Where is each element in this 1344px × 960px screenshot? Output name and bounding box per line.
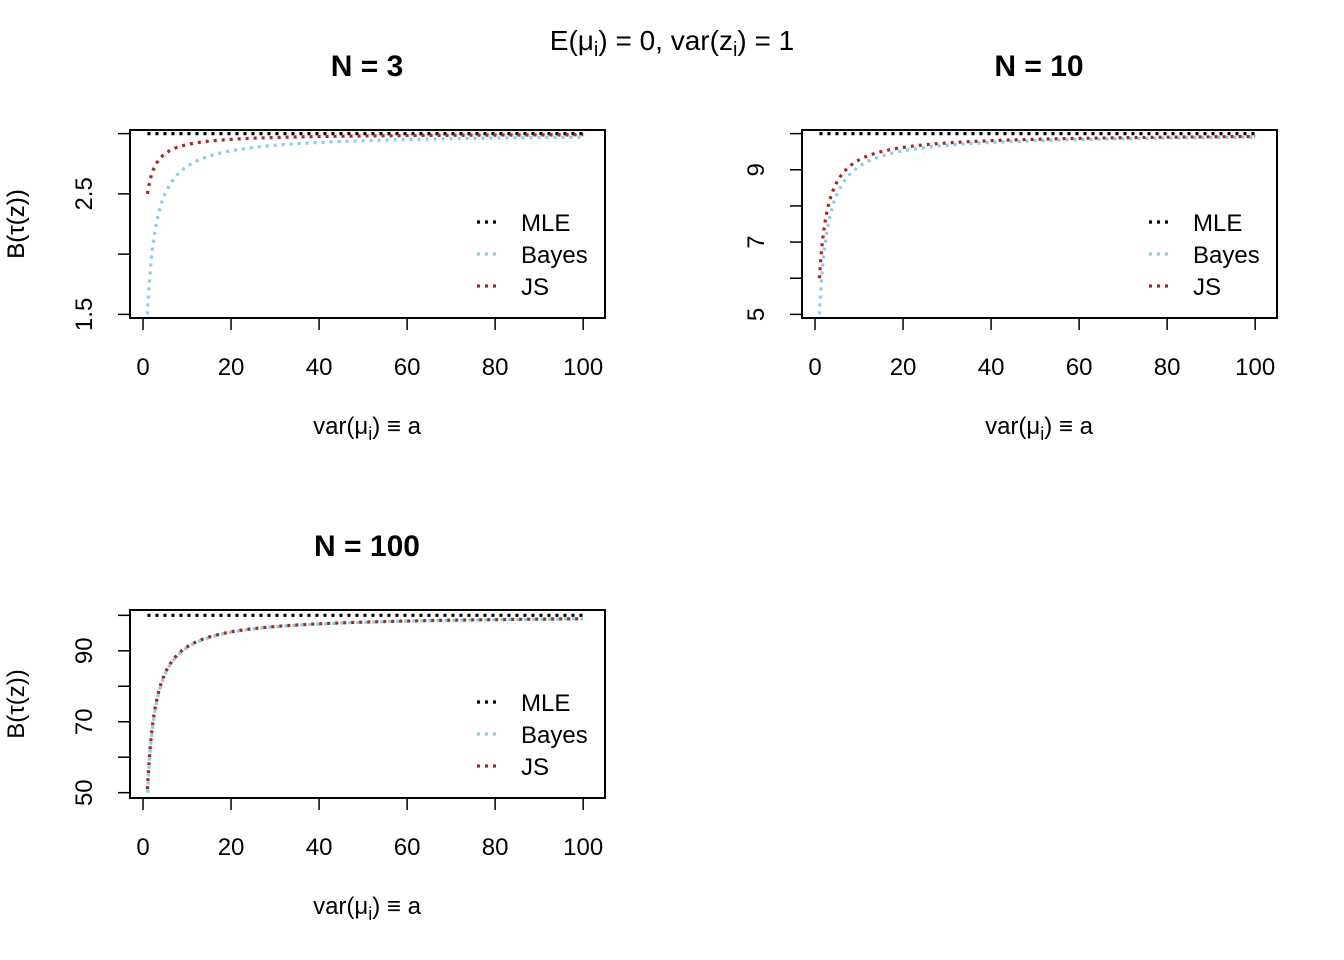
x-axis-label-part: var(μ [313, 413, 368, 440]
legend-label-js: JS [521, 274, 549, 301]
chart-title: N = 3 [331, 50, 404, 83]
x-tick-label: 80 [482, 834, 509, 861]
series-line-js [817, 134, 1256, 279]
x-axis-label: var(μi) ≡ a [985, 413, 1094, 444]
series-line-js [145, 617, 584, 790]
x-axis-label-part: ) ≡ a [372, 893, 421, 920]
y-tick-label: 9 [743, 163, 770, 176]
y-axis-label: B(τ(z)) [3, 189, 30, 258]
x-tick-label: 40 [306, 834, 333, 861]
figure-title-part: ) = 1 [737, 25, 794, 56]
x-tick-label: 20 [218, 834, 245, 861]
y-axis-label: B(τ(z)) [3, 189, 30, 258]
y-tick-label: 1.5 [71, 298, 98, 331]
x-tick-label: 80 [1154, 354, 1181, 381]
x-tick-label: 40 [306, 354, 333, 381]
x-tick-label: 40 [978, 354, 1005, 381]
y-tick-label: 70 [71, 708, 98, 735]
figure-title-subscript: i [594, 39, 598, 61]
x-tick-label: 100 [1235, 354, 1275, 381]
series-line-bayes [817, 135, 1256, 315]
figure-title: E(μi) = 0, var(zi) = 1 [550, 25, 794, 61]
legend-label-bayes: Bayes [521, 242, 588, 269]
legend-label-bayes: Bayes [521, 722, 588, 749]
legend-label-js: JS [521, 754, 549, 781]
x-tick-label: 60 [394, 354, 421, 381]
x-axis-label: var(μi) ≡ a [313, 413, 422, 444]
chart-title: N = 100 [314, 530, 420, 563]
chart-panel-3: N = 100 0 20 40 60 80 100 50 70 90 var(μi) ≡ a B(τ(… [3, 530, 606, 924]
legend-label-mle: MLE [521, 690, 570, 717]
x-tick-label: 100 [563, 354, 603, 381]
x-tick-label: 20 [890, 354, 917, 381]
x-axis-label-part: var(μ [313, 893, 368, 920]
series-line-bayes [145, 135, 584, 315]
y-tick-label: 50 [71, 779, 98, 806]
x-tick-label: 0 [136, 354, 149, 381]
x-axis-label-subscript: i [368, 424, 372, 444]
x-tick-label: 0 [808, 354, 821, 381]
x-tick-label: 100 [563, 834, 603, 861]
x-axis-label-part: ) ≡ a [1044, 413, 1093, 440]
x-axis-label: var(μi) ≡ a [313, 893, 422, 924]
figure-title-subscript: i [733, 39, 737, 61]
series-line-bayes [145, 617, 584, 793]
series-line-js [145, 133, 584, 195]
x-tick-label: 60 [1066, 354, 1093, 381]
legend-label-js: JS [1193, 274, 1221, 301]
y-tick-label: 90 [71, 637, 98, 664]
x-axis-label-subscript: i [368, 904, 372, 924]
legend-label-bayes: Bayes [1193, 242, 1260, 269]
figure-title-part: E(μ [550, 25, 594, 56]
x-tick-label: 0 [136, 834, 149, 861]
x-tick-label: 60 [394, 834, 421, 861]
legend-label-mle: MLE [1193, 210, 1242, 237]
x-tick-label: 80 [482, 354, 509, 381]
figure-title-part: ) = 0, var(z [598, 25, 733, 56]
chart-title: N = 10 [994, 50, 1083, 83]
chart-panel-1: N = 3 0 20 40 60 80 100 1.5 2.5 var(μi) ≡ a B(τ(z)… [3, 50, 606, 444]
x-tick-label: 20 [218, 354, 245, 381]
x-axis-label-subscript: i [1040, 424, 1044, 444]
x-axis-label-part: ) ≡ a [372, 413, 421, 440]
y-tick-label: 7 [743, 235, 770, 248]
legend-label-mle: MLE [521, 210, 570, 237]
x-axis-label-part: var(μ [985, 413, 1040, 440]
y-tick-label: 2.5 [71, 177, 98, 210]
y-axis-label: B(τ(z)) [3, 669, 30, 738]
y-tick-label: 5 [743, 308, 770, 321]
